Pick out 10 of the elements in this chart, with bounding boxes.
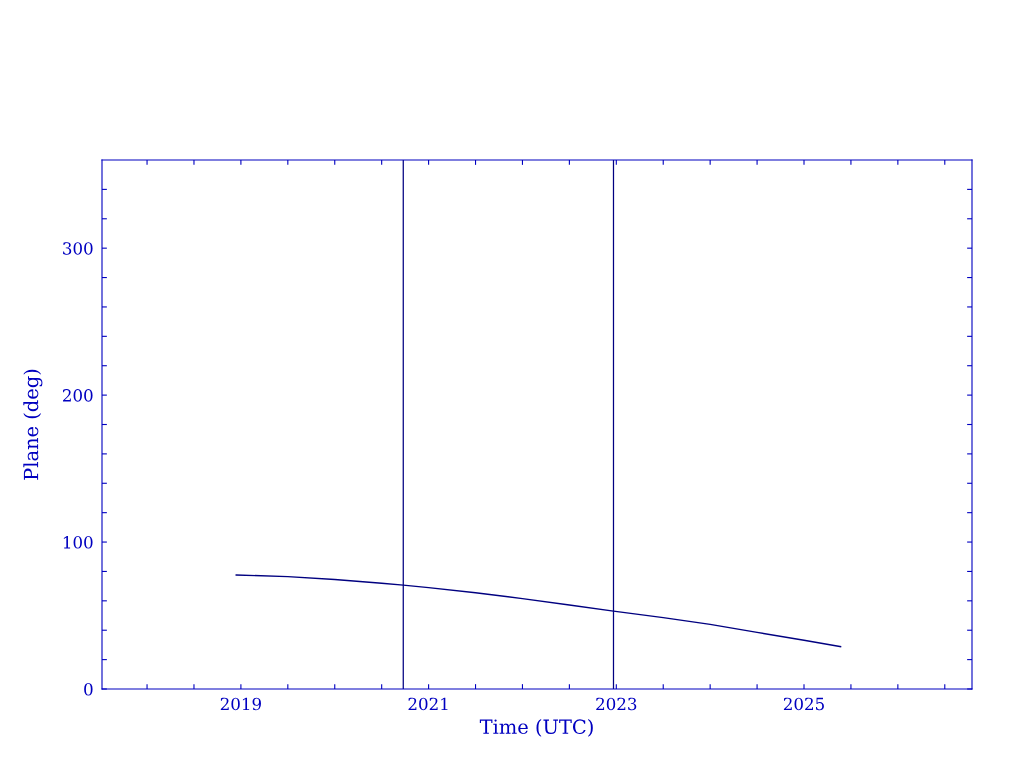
x-tick-label: 2021: [408, 697, 448, 711]
x-tick-label: 2025: [783, 697, 824, 711]
y-tick-label: 200: [62, 389, 93, 402]
y-tick-label: 300: [63, 242, 93, 255]
y-tick-label: 0: [84, 682, 93, 696]
x-tick-label: 2019: [220, 697, 261, 711]
x-tick-label: 2023: [596, 697, 637, 711]
y-tick-label: 100: [63, 536, 93, 549]
x-axis-title: Time (UTC): [479, 719, 593, 737]
y-axis-title: Plane (deg): [23, 369, 43, 480]
